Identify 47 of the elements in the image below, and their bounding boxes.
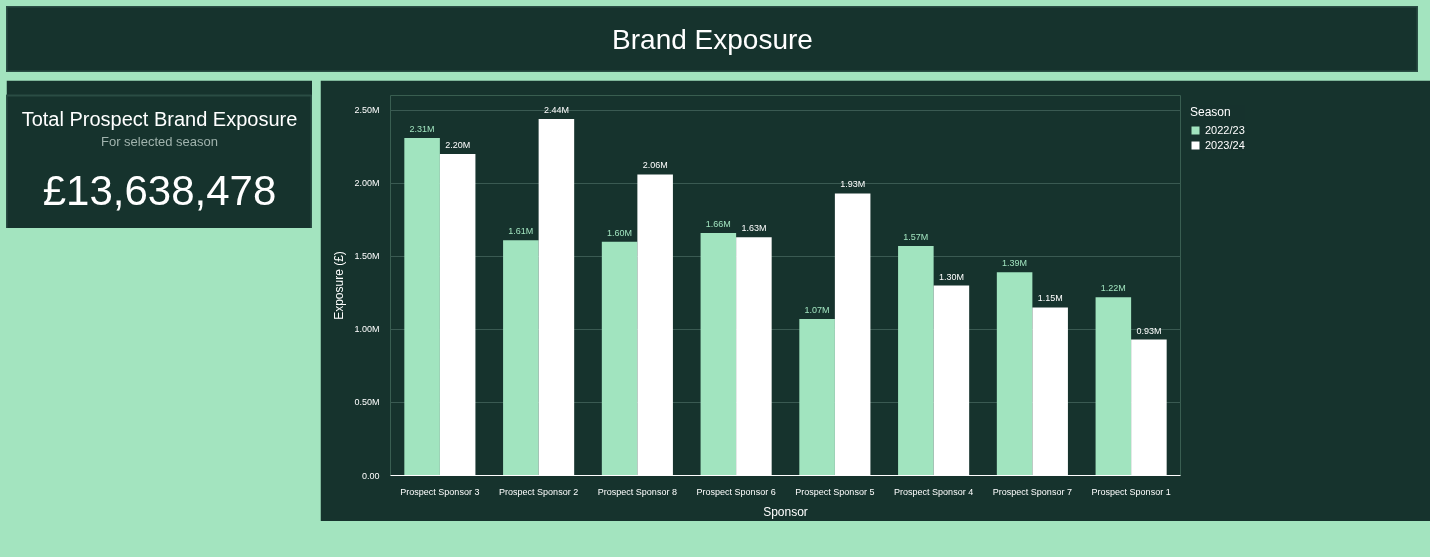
bar xyxy=(503,240,539,476)
data-label: 2.06M xyxy=(642,160,668,171)
x-tick-label: Prospect Sponsor 4 xyxy=(894,486,974,497)
x-tick-label: Prospect Sponsor 3 xyxy=(400,486,480,497)
text: Total Prospect Brand Exposure xyxy=(21,108,298,131)
legend-title: Season xyxy=(1190,105,1232,119)
data-label: 2.44M xyxy=(543,104,569,115)
bar xyxy=(898,246,934,476)
x-tick-label: Prospect Sponsor 7 xyxy=(992,486,1072,497)
bar xyxy=(404,137,440,476)
data-label: 1.30M xyxy=(938,271,964,282)
data-label: 1.57M xyxy=(903,232,929,243)
data-label: 2.20M xyxy=(445,139,471,150)
bar xyxy=(700,232,737,476)
y-tick-label: 1.00M xyxy=(354,324,380,335)
x-tick-label: Prospect Sponsor 2 xyxy=(499,486,579,497)
bar xyxy=(1095,297,1132,476)
y-tick-label: 0.50M xyxy=(354,397,380,408)
data-label: 1.61M xyxy=(508,226,534,237)
data-label: 1.60M xyxy=(607,227,633,238)
x-tick-label: Prospect Sponsor 6 xyxy=(696,486,776,497)
legend-label: 2023/24 xyxy=(1205,139,1245,151)
data-label: 1.22M xyxy=(1100,283,1126,294)
x-tick-label: Prospect Sponsor 5 xyxy=(795,486,875,497)
y-tick-label: 1.50M xyxy=(354,251,380,262)
y-axis-title: Exposure (£) xyxy=(332,251,347,320)
x-tick-label: Prospect Sponsor 1 xyxy=(1091,486,1171,497)
legend-label: 2022/23 xyxy=(1205,124,1245,136)
y-tick-label: 2.00M xyxy=(354,178,380,189)
data-label: 1.39M xyxy=(1002,258,1028,269)
text: Brand Exposure xyxy=(612,24,813,55)
data-label: 1.66M xyxy=(705,218,731,229)
data-label: 1.63M xyxy=(741,223,767,234)
bar xyxy=(799,319,835,476)
text: £13,638,478 xyxy=(42,166,277,214)
data-label: 1.93M xyxy=(840,179,866,190)
data-label: 0.93M xyxy=(1136,325,1162,336)
bar xyxy=(601,241,638,476)
y-tick-label: 2.50M xyxy=(354,105,380,116)
data-label: 1.15M xyxy=(1037,293,1063,304)
x-axis-title: Sponsor xyxy=(763,504,808,519)
x-tick-label: Prospect Sponsor 8 xyxy=(597,486,677,497)
bar xyxy=(996,272,1033,476)
data-label: 2.31M xyxy=(409,123,435,134)
text: For selected season xyxy=(100,133,219,149)
data-label: 1.07M xyxy=(804,305,830,316)
y-tick-label: 0.00 xyxy=(361,470,380,481)
